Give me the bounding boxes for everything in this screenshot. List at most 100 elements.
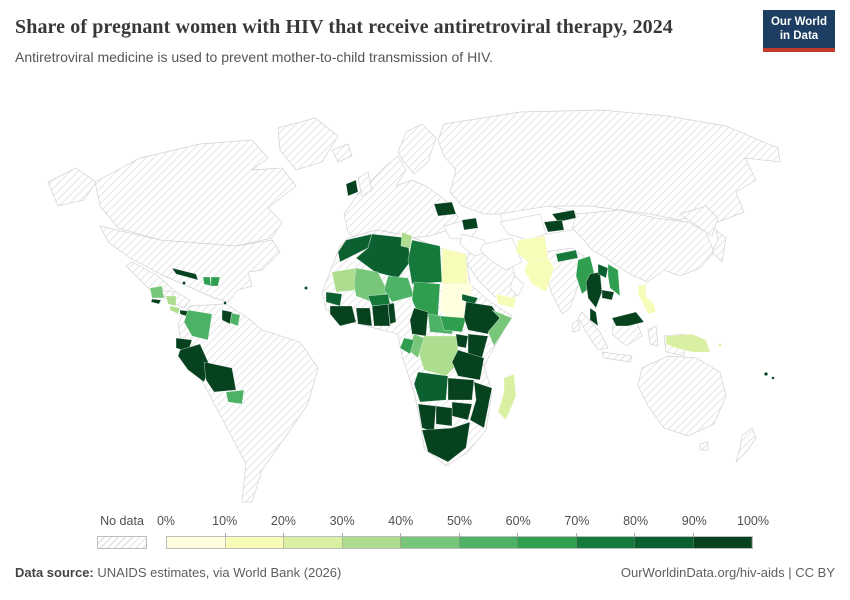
legend-bin-30-40%[interactable] (342, 537, 401, 548)
region-thailand[interactable] (585, 271, 603, 309)
region-cameroon[interactable] (409, 307, 429, 337)
region-malaysia-borneo[interactable] (611, 311, 645, 327)
region-fiji-1[interactable] (763, 371, 769, 377)
landmass-usa[interactable] (99, 225, 281, 303)
region-tanzania[interactable] (451, 349, 485, 381)
region-vietnam[interactable] (607, 263, 621, 297)
landmass-korea[interactable] (679, 205, 719, 237)
region-ireland[interactable] (345, 179, 359, 197)
region-cambodia[interactable] (601, 289, 615, 301)
region-egypt[interactable] (441, 247, 469, 285)
region-tunisia[interactable] (400, 231, 413, 249)
region-solomon-islands[interactable] (718, 343, 722, 347)
region-papua-new-guinea[interactable] (665, 333, 711, 353)
region-niger[interactable] (383, 275, 415, 303)
region-mozambique[interactable] (469, 381, 493, 429)
region-mauritania[interactable] (331, 267, 359, 293)
legend-tick-label: 90% (681, 514, 707, 528)
credit-link[interactable]: OurWorldinData.org/hiv-aids | CC BY (620, 565, 835, 580)
region-cape-verde[interactable] (304, 286, 308, 290)
landmass-sulawesi[interactable] (647, 325, 659, 347)
region-oman[interactable] (509, 275, 525, 297)
region-peru[interactable] (177, 343, 211, 383)
landmass-australia[interactable] (637, 355, 727, 437)
region-fiji-2[interactable] (771, 376, 775, 380)
legend-bin-70-80%[interactable] (576, 537, 635, 548)
legend-tick-label: 0% (156, 514, 176, 528)
region-azerbaijan[interactable] (461, 217, 479, 231)
legend-bin-50-60%[interactable] (459, 537, 518, 548)
region-jamaica[interactable] (182, 281, 186, 285)
no-data-landmasses (47, 109, 781, 503)
legend-bin-20-30%[interactable] (284, 537, 343, 548)
region-burkina-faso[interactable] (367, 293, 391, 307)
legend-bin-10-20%[interactable] (225, 537, 284, 548)
region-trinidad[interactable] (223, 301, 227, 305)
landmass-canada[interactable] (94, 139, 297, 249)
region-laos[interactable] (597, 263, 609, 279)
legend-bar (166, 533, 753, 549)
landmass-greenland[interactable] (277, 117, 339, 171)
landmass-tasmania[interactable] (699, 441, 709, 451)
region-somalia[interactable] (487, 309, 513, 347)
region-kyrgyzstan[interactable] (551, 209, 577, 223)
owid-logo[interactable]: Our World in Data (763, 10, 835, 52)
legend-bin-60-70%[interactable] (518, 537, 577, 548)
legend-bin-40-50%[interactable] (401, 537, 460, 548)
region-costa-rica[interactable] (169, 305, 181, 315)
region-south-africa[interactable] (421, 421, 471, 463)
region-south-sudan[interactable] (439, 315, 467, 333)
landmass-russia[interactable] (437, 109, 781, 223)
region-benin[interactable] (387, 302, 397, 325)
region-romania[interactable] (433, 201, 457, 217)
landmass-japan[interactable] (711, 229, 727, 263)
landmass-new-zealand[interactable] (735, 427, 757, 464)
region-bolivia[interactable] (203, 361, 237, 393)
region-philippines[interactable] (637, 283, 657, 315)
region-afghanistan[interactable] (515, 235, 549, 263)
legend-bin-80-90%[interactable] (635, 537, 694, 548)
region-ghana[interactable] (371, 303, 391, 327)
region-malaysia-peninsula[interactable] (589, 307, 599, 327)
region-namibia[interactable] (417, 403, 437, 433)
legend-no-data-swatch[interactable] (97, 536, 147, 549)
region-ethiopia[interactable] (463, 301, 501, 335)
region-nicaragua[interactable] (165, 295, 177, 307)
region-tajikistan[interactable] (543, 219, 565, 233)
region-pakistan[interactable] (523, 257, 555, 293)
landmass-alaska[interactable] (47, 167, 97, 207)
landmass-java[interactable] (601, 351, 633, 363)
region-guatemala[interactable] (149, 285, 165, 299)
region-libya[interactable] (407, 239, 443, 285)
landmass-sumatra[interactable] (577, 311, 609, 351)
region-angola[interactable] (413, 371, 449, 403)
region-suriname[interactable] (229, 312, 241, 327)
region-gabon[interactable] (399, 337, 415, 355)
chart-footer: Data source: UNAIDS estimates, via World… (15, 565, 835, 580)
landmass-scandinavia[interactable] (397, 123, 437, 175)
region-guinea[interactable] (329, 305, 357, 327)
region-dominican-republic[interactable] (210, 276, 221, 287)
legend-bin-0-10%[interactable] (167, 537, 226, 548)
region-cuba[interactable] (171, 267, 199, 281)
landmass-china-mongolia[interactable] (571, 209, 715, 283)
region-cote-divoire[interactable] (355, 307, 373, 327)
region-colombia[interactable] (183, 309, 213, 341)
landmass-iceland[interactable] (331, 143, 353, 163)
legend-tick (634, 533, 635, 537)
region-guyana[interactable] (221, 309, 233, 325)
landmass-sri-lanka[interactable] (571, 319, 581, 333)
landmass-uk[interactable] (357, 171, 373, 197)
region-iran[interactable] (479, 237, 523, 271)
region-zambia[interactable] (447, 377, 475, 401)
landmass-europe[interactable] (343, 155, 459, 241)
region-madagascar[interactable] (497, 373, 517, 421)
legend-bin-90-100%[interactable] (693, 537, 752, 548)
region-botswana[interactable] (435, 405, 453, 427)
region-el-salvador[interactable] (150, 298, 162, 305)
region-yemen[interactable] (495, 293, 517, 309)
region-paraguay[interactable] (225, 389, 245, 405)
region-nepal[interactable] (555, 249, 579, 263)
legend-tick (692, 533, 694, 537)
